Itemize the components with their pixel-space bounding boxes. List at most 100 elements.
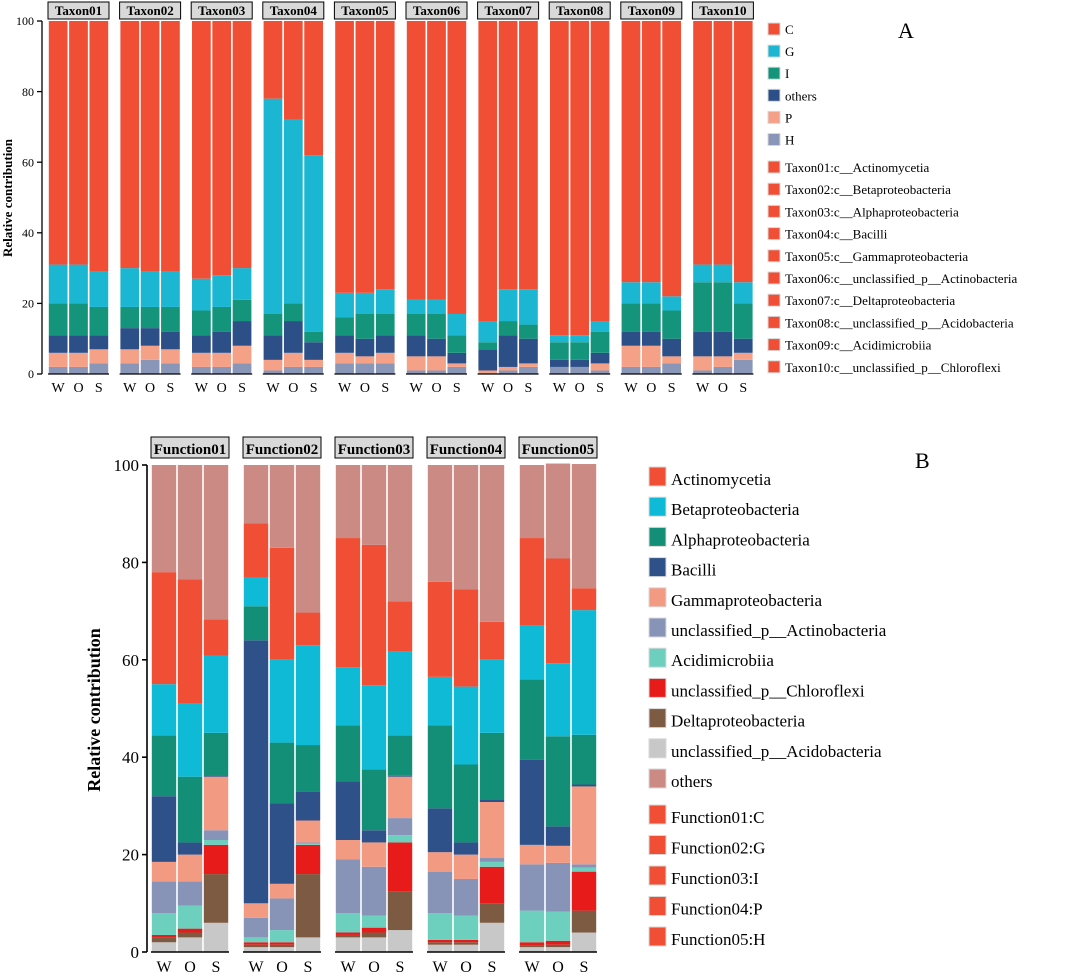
b-bar-acidimicrobiia-s [387,835,413,843]
b-x-tick-label: O [368,959,380,976]
b-bar-betaproteobacteria-o [177,703,203,777]
b-bar-unclassified-p-actinobacteria-o [545,862,571,912]
a-group-legend-label-c: C [785,22,794,37]
b-bar-betaproteobacteria-w [335,667,361,726]
a-bar-g-s [161,271,180,307]
a-bar-g-o [69,264,88,304]
a-bar-g-o [713,264,733,283]
b-y-tick-label: 80 [122,553,139,572]
a-facet-label: Taxon10 [699,3,746,18]
b-taxon-legend-label-others: others [671,772,713,791]
a-bar-i-w [192,310,211,336]
a-facet-taxon01: Taxon01 W O S [47,1,110,396]
b-bar-unclassified-p-acidobacteria-w [519,947,545,952]
a-bar-i-o [69,303,88,336]
b-bar-alphaproteobacteria-s [295,745,321,792]
a-bar-c-w [263,21,283,99]
a-x-tick-label: W [195,381,209,396]
a-bar-g-o [212,275,232,307]
a-x-tick-label: W [696,381,710,396]
a-taxon-legend-label-taxon01-c-actinomycetia: Taxon01:c__Actinomycetia [785,160,929,175]
b-taxon-legend-swatch-alphaproteobacteria [648,526,667,547]
a-taxon-legend-label-taxon03-c-alphaproteobacteria: Taxon03:c__Alphaproteobacteria [785,204,959,219]
b-bar-acidimicrobiia-w [151,913,177,935]
a-bar-p-s [161,349,180,364]
a-bar-p-o [69,352,88,367]
a-bar-i-s [733,303,753,339]
a-bar-g-w [335,292,354,318]
b-facet-strip [150,436,230,459]
b-bar-betaproteobacteria-w [243,577,269,607]
b-bar-unclassified-p-actinobacteria-s [203,830,229,840]
a-bar-others-o [69,335,88,353]
b-bar-deltaproteobacteria-s [571,910,597,933]
b-bar-betaproteobacteria-s [295,645,321,746]
a-bar-others-s [447,352,467,364]
a-bar-others-o [570,359,590,367]
b-bar-acidimicrobiia-o [545,911,571,941]
a-facet-strip [477,1,540,20]
b-bar-alphaproteobacteria-s [571,734,597,785]
b-bar-acidimicrobiia-w [243,937,269,943]
a-bar-g-s [447,313,467,336]
a-bar-h-w [48,366,68,374]
b-x-tick-label: S [488,959,497,976]
b-bar-unclassified-p-acidobacteria-o [269,947,295,952]
panel-a: A Relative contribution 0 20 40 60 80 100 Taxo… [0,1,1018,396]
panel-a-label: A [898,18,914,43]
b-bar-unclassified-p-actinobacteria-w [151,881,177,914]
a-group-legend-swatch-p [767,110,781,124]
b-taxon-legend-swatch-bacilli [648,557,667,578]
a-bar-g-w [550,335,569,343]
a-facet-strip [620,1,683,20]
b-facet-label: Function01 [154,442,227,458]
a-bar-h-w [621,366,641,374]
b-bar-gammaproteobacteria-w [427,852,453,872]
a-x-tick-label: W [624,381,638,396]
a-bar-i-s [232,299,252,322]
a-taxon-legend-swatch-taxon05-c-gammaproteobacteria [767,249,781,263]
a-facet-strip [333,1,396,20]
b-bar-actinomycetia-o [361,544,387,686]
a-facet-label: Taxon09 [628,3,676,18]
b-bar-unclassified-p-chloroflexi-w [427,939,453,943]
a-bar-c-s [375,21,395,290]
a-bar-others-w [335,335,354,353]
a-y-tick-label: 40 [22,226,34,240]
a-bar-i-s [304,331,323,343]
a-x-tick-label: S [739,381,747,396]
b-bar-bacilli-w [151,796,177,862]
panel-b-ylabel: Relative contribution [84,628,104,792]
b-bar-others-w [519,465,545,539]
a-bar-c-o [498,21,518,290]
b-bar-others-o [545,463,571,559]
b-bar-gammaproteobacteria-s [295,820,321,843]
a-bar-others-s [519,338,538,364]
a-facet-label: Taxon06 [413,3,461,18]
b-bar-unclassified-p-acidobacteria-o [177,937,203,952]
b-taxon-legend-label-betaproteobacteria: Betaproteobacteria [671,500,800,519]
b-facet-label: Function05 [522,442,595,458]
a-bar-i-w [406,313,426,336]
a-bar-h-o [427,370,446,374]
a-bar-c-w [406,21,426,300]
a-facet-label: Taxon08 [556,3,604,18]
b-bar-unclassified-p-chloroflexi-s [203,844,229,875]
a-bar-p-s [304,359,323,367]
a-group-legend-label-h: H [785,133,794,148]
a-x-tick-label: O [431,381,441,396]
b-bar-betaproteobacteria-o [545,663,571,737]
b-x-tick-label: O [276,959,288,976]
b-bar-deltaproteobacteria-s [387,891,413,931]
b-bar-betaproteobacteria-s [479,659,505,733]
b-bar-acidimicrobiia-w [519,910,545,943]
a-facet-taxon03: Taxon03 W O S [190,1,253,396]
b-bar-others-s [295,465,321,613]
b-bar-unclassified-p-chloroflexi-w [335,932,361,935]
a-bar-g-o [498,289,518,322]
b-bar-betaproteobacteria-s [387,651,413,736]
b-bar-actinomycetia-s [479,621,505,660]
a-bar-h-w [550,366,569,374]
a-bar-p-w [406,356,426,371]
b-bar-bacilli-s [203,775,229,777]
